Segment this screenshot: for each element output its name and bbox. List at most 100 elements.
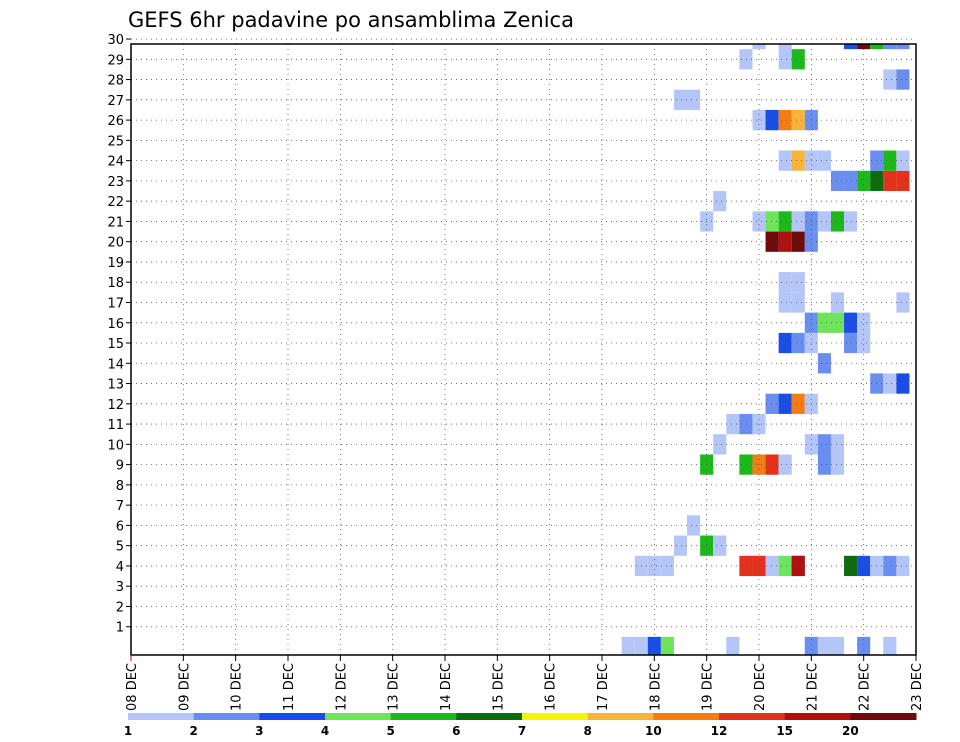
heat-cell — [791, 109, 805, 131]
heat-cell — [687, 89, 701, 110]
heat-cell — [830, 312, 845, 333]
legend-swatch — [128, 713, 195, 720]
y-tick-label: 2 — [116, 600, 124, 615]
heat-cell — [857, 555, 871, 577]
cells-layer — [621, 44, 910, 655]
legend-swatch — [587, 713, 654, 720]
heat-cell — [673, 535, 688, 556]
x-tick-label: 15 DEC — [491, 663, 506, 711]
y-tick-label: 17 — [107, 296, 124, 311]
heat-cell — [830, 211, 845, 232]
y-tick-label: 4 — [116, 560, 124, 575]
x-tick-label: 09 DEC — [177, 663, 192, 711]
legend-label: 15 — [776, 724, 793, 738]
legend-swatch — [653, 713, 720, 720]
legend-swatch — [850, 713, 917, 720]
heat-cell — [791, 231, 805, 252]
color-legend: 1 2 3 4 5 6 7 8 10 12 15 20 — [124, 713, 917, 738]
heat-cell — [791, 393, 805, 414]
heat-cell — [726, 413, 740, 435]
heat-cell — [778, 231, 792, 252]
heat-cell — [830, 454, 845, 475]
heat-cell — [896, 69, 910, 90]
heat-cell — [752, 211, 766, 232]
heat-cell — [739, 555, 753, 577]
y-tick-label: 30 — [107, 33, 124, 48]
y-tick-label: 24 — [107, 155, 124, 170]
heat-cell — [830, 292, 845, 313]
heat-cell — [739, 413, 753, 435]
heat-cell — [817, 454, 831, 475]
heat-cell — [883, 555, 897, 577]
heat-cell — [857, 312, 871, 333]
heat-cell — [660, 555, 674, 577]
heat-cell — [857, 170, 871, 192]
y-tick-label: 26 — [107, 114, 124, 129]
y-tick-label: 8 — [116, 479, 124, 494]
y-tick-label: 23 — [107, 175, 124, 190]
x-tick-label: 16 DEC — [544, 663, 559, 711]
heat-cell — [883, 373, 897, 394]
x-tick-label: 13 DEC — [387, 663, 402, 711]
legend-label: 10 — [645, 724, 662, 738]
legend-label: 5 — [386, 724, 394, 738]
heat-cell — [778, 44, 792, 50]
heat-cell — [883, 44, 897, 50]
heat-cell — [817, 312, 831, 333]
heat-cell — [844, 555, 858, 577]
x-tick-label: 17 DEC — [596, 663, 611, 711]
legend-swatch — [259, 713, 326, 720]
y-tick-label: 14 — [107, 357, 124, 372]
heat-cell — [752, 44, 766, 50]
heat-cell — [883, 150, 897, 171]
heat-cell — [673, 89, 688, 110]
heat-cell — [660, 636, 674, 655]
heat-cell — [791, 150, 805, 171]
heat-cell — [830, 434, 845, 455]
x-axis: 08 DEC 09 DEC 10 DEC 11 DEC 12 DEC 13 DEC 14 D… — [125, 655, 925, 711]
legend-label: 1 — [124, 724, 132, 738]
heat-cell — [817, 211, 831, 232]
x-tick-label: 22 DEC — [858, 663, 873, 711]
y-tick-label: 1 — [116, 621, 124, 636]
heat-cell — [857, 636, 871, 655]
heat-cell — [791, 555, 805, 577]
heat-cell — [765, 231, 779, 252]
heat-cell — [844, 332, 858, 354]
heat-cell — [778, 555, 792, 577]
legend-swatch — [456, 713, 523, 720]
y-tick-label: 19 — [107, 256, 124, 271]
heat-cell — [687, 515, 701, 536]
legend-swatch — [522, 713, 589, 720]
y-tick-label: 18 — [107, 276, 124, 291]
x-tick-label: 11 DEC — [282, 663, 297, 711]
legend-label: 7 — [518, 724, 526, 738]
heat-cell — [778, 393, 792, 414]
heat-cell — [739, 49, 753, 70]
y-tick-label: 15 — [107, 337, 124, 352]
heat-cell — [778, 211, 792, 232]
heat-cell — [778, 150, 792, 171]
heat-cell — [883, 69, 897, 90]
y-tick-label: 13 — [107, 378, 124, 393]
x-tick-label: 14 DEC — [439, 663, 454, 711]
heat-cell — [647, 636, 661, 655]
legend-swatch — [325, 713, 392, 720]
y-tick-label: 6 — [116, 519, 124, 534]
legend-label: 2 — [189, 724, 197, 738]
heat-cell — [830, 170, 845, 192]
heat-cell — [896, 373, 910, 394]
legend-label: 3 — [255, 724, 263, 738]
heat-cell — [791, 332, 805, 354]
legend-swatch — [719, 713, 786, 720]
heat-cell — [778, 292, 792, 313]
legend-swatch — [784, 713, 851, 720]
heat-cell — [804, 636, 818, 655]
y-tick-label: 9 — [116, 459, 124, 474]
y-tick-label: 27 — [107, 94, 124, 109]
y-tick-label: 21 — [107, 215, 124, 230]
legend-swatch — [193, 713, 260, 720]
heat-cell — [791, 49, 805, 70]
x-tick-label: 21 DEC — [805, 663, 820, 711]
heat-cell — [621, 636, 635, 655]
